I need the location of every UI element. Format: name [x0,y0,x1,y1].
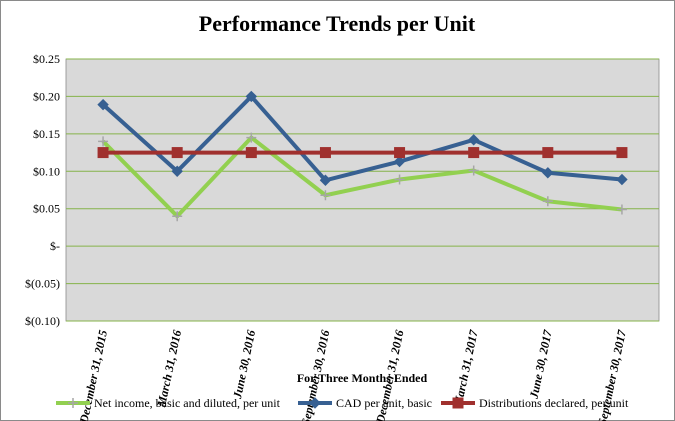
data-point [245,147,257,159]
data-point [97,147,109,159]
data-point [172,211,183,222]
data-point [171,147,183,159]
data-point [319,147,331,159]
data-point [393,155,406,168]
legend-label: Net income, basic and diluted, per unit [94,396,281,410]
y-tick-label: $(0.10) [25,314,60,328]
data-point [171,165,183,177]
x-tick-label: June 30, 2016 [230,329,258,401]
plot-area [65,58,660,322]
data-point [468,165,479,176]
data-point [468,147,480,159]
data-point [542,167,554,179]
y-tick-label: $0.05 [33,202,60,216]
data-point [542,196,553,207]
data-point [616,173,628,186]
y-tick-label: $0.15 [33,127,60,141]
series-2 [97,90,628,186]
data-point [320,190,331,201]
y-tick-label: $- [50,239,60,253]
data-point [452,397,464,409]
legend: Net income, basic and diluted, per unit C… [56,396,629,410]
data-point [394,147,406,159]
data-point [616,147,628,159]
series-line [101,135,623,219]
legend-label: CAD per unit, basic [336,396,432,410]
series-1 [98,132,627,222]
data-point [542,147,554,159]
chart-title: Performance Trends per Unit [199,11,476,36]
data-point [246,132,257,143]
legend-item: CAD per unit, basic [298,396,432,410]
data-point [309,397,321,409]
data-point [98,136,109,147]
series-group [97,90,628,222]
series-3 [97,147,628,159]
x-tick-label: March 31, 2017 [450,328,480,409]
series-line [101,94,623,183]
data-point [616,204,627,215]
legend-item: Distributions declared, per unit [441,396,629,410]
gridlines [66,58,659,322]
x-tick-label: June 30, 2017 [526,328,555,401]
y-tick-label: $0.25 [33,52,60,66]
legend-item: Net income, basic and diluted, per unit [56,396,281,410]
y-tick-label: $0.10 [33,164,60,178]
legend-label: Distributions declared, per unit [479,396,629,410]
data-point [68,398,78,408]
y-tick-label: $0.20 [33,89,60,103]
y-axis-ticks: $0.25 $0.20 $0.15 $0.10 $0.05 $- $(0.05) $(0.10… [25,52,60,328]
data-point [97,98,109,111]
data-point [467,134,480,146]
y-tick-label: $(0.05) [25,277,60,291]
data-point [245,90,258,103]
data-point [394,174,405,185]
data-point [319,174,332,186]
x-axis-label: For Three Months Ended [297,371,428,385]
